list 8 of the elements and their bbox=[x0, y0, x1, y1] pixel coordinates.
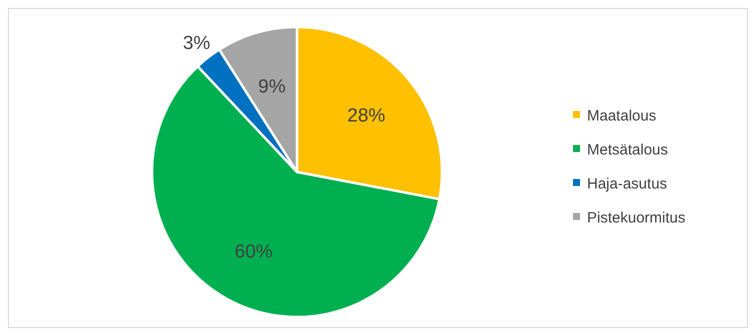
legend-label: Metsätalous bbox=[587, 141, 668, 158]
data-label: 28% bbox=[347, 105, 386, 126]
data-label: 60% bbox=[234, 241, 273, 262]
data-label: 3% bbox=[182, 33, 210, 54]
legend-label: Haja-asutus bbox=[587, 175, 668, 192]
data-label: 9% bbox=[258, 76, 286, 98]
legend-label: Pistekuormitus bbox=[587, 209, 686, 226]
legend-label: Maatalous bbox=[587, 107, 656, 124]
